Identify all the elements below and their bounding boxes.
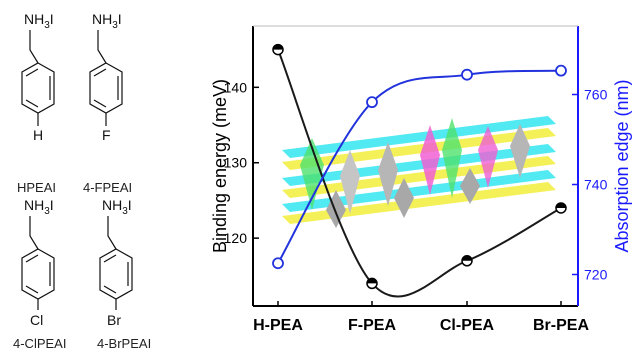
absorption-edge-point [272,257,284,270]
right-y-ticks: 720 740 760 [572,87,608,283]
absorption-edge-point [555,64,567,77]
x-category-label: H-PEA [253,317,303,334]
ethyl-chain [107,216,117,250]
benzene-ring [21,62,55,114]
ethyl-chain [29,30,39,64]
molecule-hpeai: NH3I H HPEAI [17,11,56,195]
left-tick-label: 140 [224,79,248,95]
ammonium-label: NH3I [24,197,54,217]
substituent-label: H [33,127,43,143]
right-tick-label: 740 [584,177,608,193]
left-y-axis-label: Binding energy (meV) [210,79,230,253]
benzene-ring [89,62,123,114]
x-category-label: Cl-PEA [440,317,495,334]
right-y-axis-label: Absorption edge (nm) [612,79,632,252]
absorption-edge-line [277,69,562,264]
absorption-edge-series [272,64,567,270]
right-tick-label: 760 [584,87,608,103]
x-category-label: F-PEA [348,317,396,334]
benzene-ring [21,248,55,300]
left-tick-label: 120 [224,230,248,246]
binding-absorption-chart: 120 130 140 720 740 760 H-PEA F-PEA Cl-PEA Br-P… [210,25,632,334]
substituent-label: Br [107,312,121,328]
substituent-label: F [102,127,111,143]
binding-energy-series [272,43,567,298]
ammonium-label: NH3I [102,197,132,217]
substituent-label: Cl [30,312,43,328]
ethyl-chain [29,216,39,250]
benzene-ring [99,248,133,300]
binding-energy-point [461,255,473,267]
left-tick-label: 130 [224,155,248,171]
molecule-4-clpeai: NH3I Cl 4-ClPEAI [13,197,66,351]
absorption-edge-point [461,68,473,81]
molecule-name: 4-BrPEAI [97,336,151,351]
molecule-4-fpeai: NH3I F 4-FPEAI [83,11,132,195]
x-ticks: H-PEA F-PEA Cl-PEA Br-PEA [253,301,589,334]
molecule-name: 4-FPEAI [83,180,132,195]
perovskite-structure-inset [282,116,556,228]
absorption-edge-point [366,96,378,109]
ammonium-label: NH3I [24,11,54,31]
molecule-4-brpeai: NH3I Br 4-BrPEAI [97,197,151,351]
right-tick-label: 720 [584,267,608,283]
binding-energy-line [277,49,562,298]
left-y-ticks: 120 130 140 [224,79,259,246]
ethyl-chain [97,30,107,64]
x-category-label: Br-PEA [533,317,589,334]
molecule-name: 4-ClPEAI [13,336,66,351]
binding-energy-point [555,202,567,214]
ammonium-label: NH3I [92,11,122,31]
binding-energy-point [366,277,378,290]
molecule-name: HPEAI [17,180,56,195]
binding-energy-point [272,43,284,56]
